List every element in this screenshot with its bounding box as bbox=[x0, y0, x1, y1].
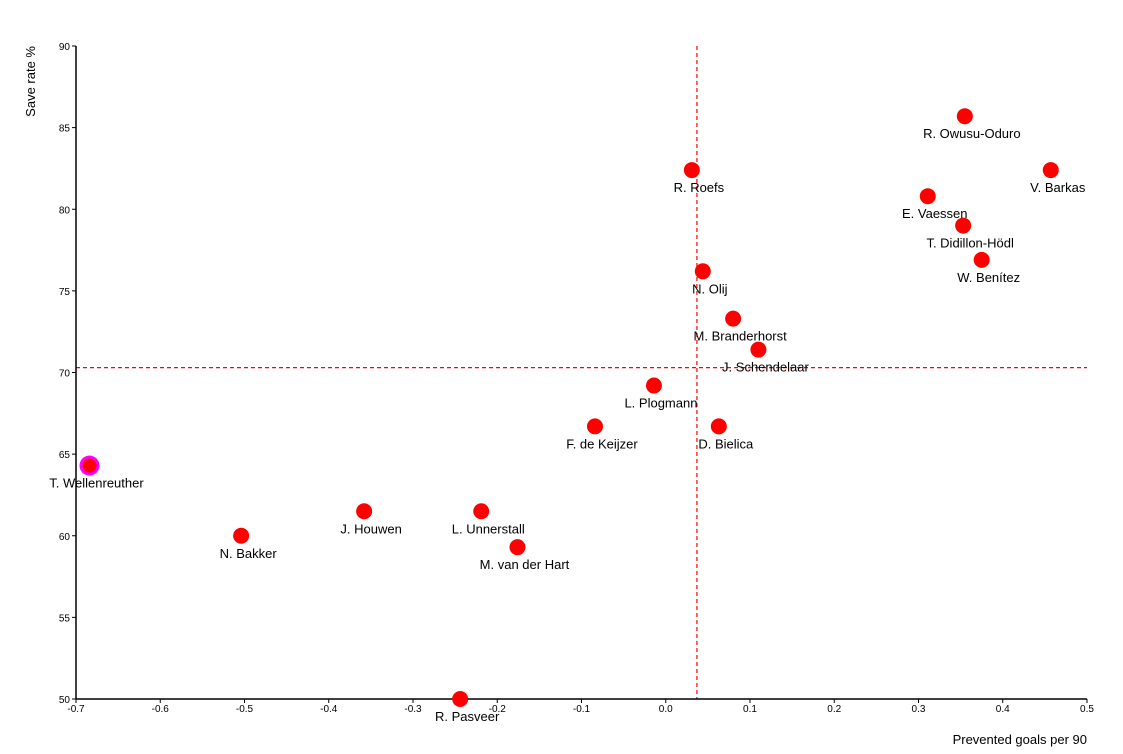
data-point bbox=[645, 377, 662, 394]
y-tick-label: 65 bbox=[59, 450, 71, 461]
point-label: N. Bakker bbox=[220, 546, 278, 561]
x-tick-label: -0.7 bbox=[67, 704, 85, 715]
x-ticks: -0.7 -0.6 -0.5 -0.4 -0.3 -0.2 -0.1 0.0 0.1 0.2 0.3… bbox=[67, 699, 1094, 715]
data-point bbox=[725, 310, 742, 327]
point-label: J. Schendelaar bbox=[722, 360, 809, 375]
x-tick-label: -0.4 bbox=[320, 704, 338, 715]
x-tick-label: 0.1 bbox=[743, 704, 757, 715]
y-ticks: 50 55 60 65 70 75 80 85 90 bbox=[59, 42, 76, 706]
y-tick-label: 75 bbox=[59, 287, 71, 298]
data-point bbox=[956, 108, 973, 125]
x-tick-label: -0.1 bbox=[573, 704, 591, 715]
x-tick-label: -0.2 bbox=[489, 704, 507, 715]
point-label: V. Barkas bbox=[1030, 180, 1086, 195]
y-tick-label: 60 bbox=[59, 532, 71, 543]
point-label: R. Roefs bbox=[674, 180, 725, 195]
data-point bbox=[1042, 162, 1059, 179]
data-point bbox=[683, 162, 700, 179]
point-label: J. Houwen bbox=[340, 521, 401, 536]
reference-lines bbox=[76, 46, 1087, 699]
data-point bbox=[586, 418, 603, 435]
point-label: L. Plogmann bbox=[624, 396, 697, 411]
point-label: W. Benítez bbox=[957, 270, 1020, 285]
point-label: F. de Keijzer bbox=[566, 436, 638, 451]
x-tick-label: 0.4 bbox=[996, 704, 1010, 715]
data-point bbox=[973, 251, 990, 268]
data-points bbox=[79, 108, 1059, 707]
x-tick-label: -0.5 bbox=[236, 704, 254, 715]
x-tick-label: 0.3 bbox=[912, 704, 926, 715]
data-point bbox=[919, 188, 936, 205]
data-point bbox=[473, 503, 490, 520]
point-label: M. Branderhorst bbox=[694, 329, 788, 344]
point-label: T. Wellenreuther bbox=[49, 476, 144, 491]
data-point bbox=[694, 263, 711, 280]
point-label: R. Pasveer bbox=[435, 709, 500, 724]
y-axis-label: Save rate % bbox=[23, 46, 38, 117]
y-tick-label: 55 bbox=[59, 613, 71, 624]
x-tick-label: -0.6 bbox=[152, 704, 170, 715]
data-point bbox=[452, 691, 469, 707]
y-tick-label: 50 bbox=[59, 695, 71, 706]
axes bbox=[75, 46, 1087, 700]
x-tick-label: 0.5 bbox=[1080, 704, 1094, 715]
data-point bbox=[233, 527, 250, 544]
data-point bbox=[356, 503, 373, 520]
point-label: D. Bielica bbox=[698, 436, 754, 451]
data-point bbox=[955, 217, 972, 234]
x-tick-label: 0.0 bbox=[659, 704, 673, 715]
y-tick-label: 70 bbox=[59, 369, 71, 380]
y-tick-label: 80 bbox=[59, 205, 71, 216]
point-label: R. Owusu-Oduro bbox=[923, 126, 1021, 141]
y-tick-label: 90 bbox=[59, 42, 71, 53]
x-tick-label: -0.3 bbox=[404, 704, 422, 715]
point-label: E. Vaessen bbox=[902, 206, 968, 221]
y-tick-label: 85 bbox=[59, 124, 71, 135]
data-point bbox=[750, 341, 767, 358]
point-label: M. van der Hart bbox=[480, 557, 570, 572]
data-point bbox=[710, 418, 727, 435]
x-axis-label: Prevented goals per 90 bbox=[953, 732, 1087, 747]
point-label: T. Didillon-Hödl bbox=[926, 236, 1014, 251]
point-label: N. Olij bbox=[692, 281, 728, 296]
point-labels: R. Owusu-Oduro V. Barkas R. Roefs E. Vaesse… bbox=[49, 126, 1086, 724]
data-point bbox=[82, 458, 97, 473]
data-point bbox=[509, 539, 526, 556]
x-tick-label: 0.2 bbox=[827, 704, 841, 715]
point-label: L. Unnerstall bbox=[452, 521, 525, 536]
